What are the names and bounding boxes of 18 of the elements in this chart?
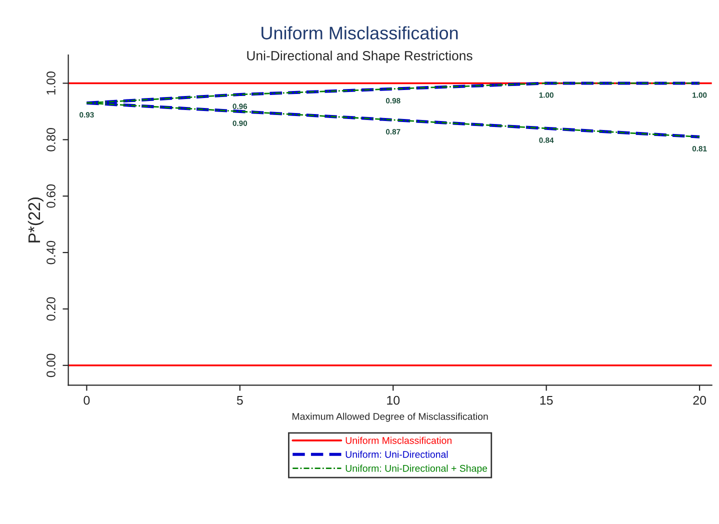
y-tick-label: 1.00 (46, 72, 56, 94)
chart-subtitle: Uni-Directional and Shape Restrictions (247, 50, 472, 63)
x-tick-label: 0 (84, 396, 90, 405)
y-tick-label: 0.80 (46, 128, 56, 152)
chart-title: Uniform Misclassification (262, 26, 458, 40)
x-tick-label: 15 (540, 396, 553, 405)
ref-line-label: Uniform Misclassification (346, 436, 452, 444)
y-tick-label: 0.20 (46, 297, 56, 321)
x-tick-label: 10 (387, 396, 400, 405)
y-tick-label: 0.00 (46, 354, 56, 378)
x-tick-label: 5 (236, 396, 243, 405)
y-axis-title: P*(22) (28, 197, 44, 242)
x-tick-label: 20 (693, 396, 706, 405)
text: Uniform: Uni-Directional + Shape (346, 464, 488, 474)
x-axis-title: Maximum Allowed Degree of Misclassification (292, 412, 488, 422)
y-tick-label: 0.40 (46, 240, 56, 264)
y-tick-label: 0.60 (46, 184, 56, 208)
text: Uniform: Uni-Directional (346, 450, 448, 458)
